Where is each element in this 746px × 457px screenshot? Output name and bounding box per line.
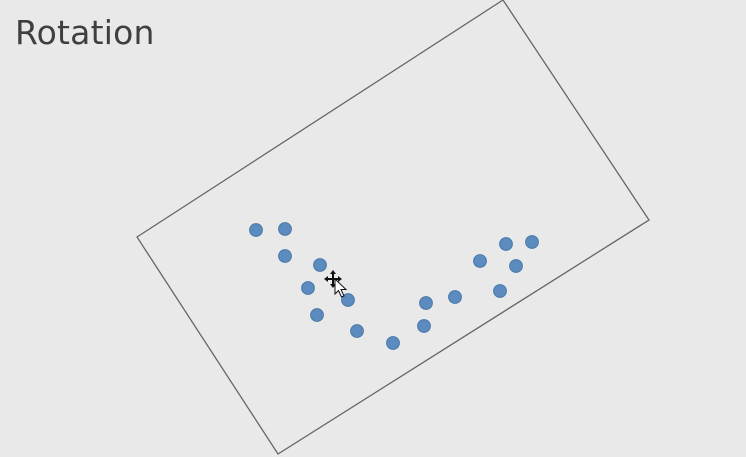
data-point [341, 293, 355, 307]
data-point [249, 223, 263, 237]
data-point [419, 296, 433, 310]
data-point [313, 258, 327, 272]
data-point [509, 259, 523, 273]
data-point [278, 222, 292, 236]
data-point [310, 308, 324, 322]
move-arrows-icon [324, 270, 342, 288]
data-point [386, 336, 400, 350]
rotated-frame [136, 0, 650, 455]
data-point [350, 324, 364, 338]
data-point [499, 237, 513, 251]
data-point [448, 290, 462, 304]
data-point [278, 249, 292, 263]
pointer-arrow-icon [334, 277, 348, 298]
data-point [301, 281, 315, 295]
slide-title: Rotation [15, 13, 155, 52]
data-point [473, 254, 487, 268]
data-point [417, 319, 431, 333]
move-cursor-icon [324, 270, 348, 298]
data-point [493, 284, 507, 298]
point-cloud [249, 222, 539, 350]
data-point [525, 235, 539, 249]
